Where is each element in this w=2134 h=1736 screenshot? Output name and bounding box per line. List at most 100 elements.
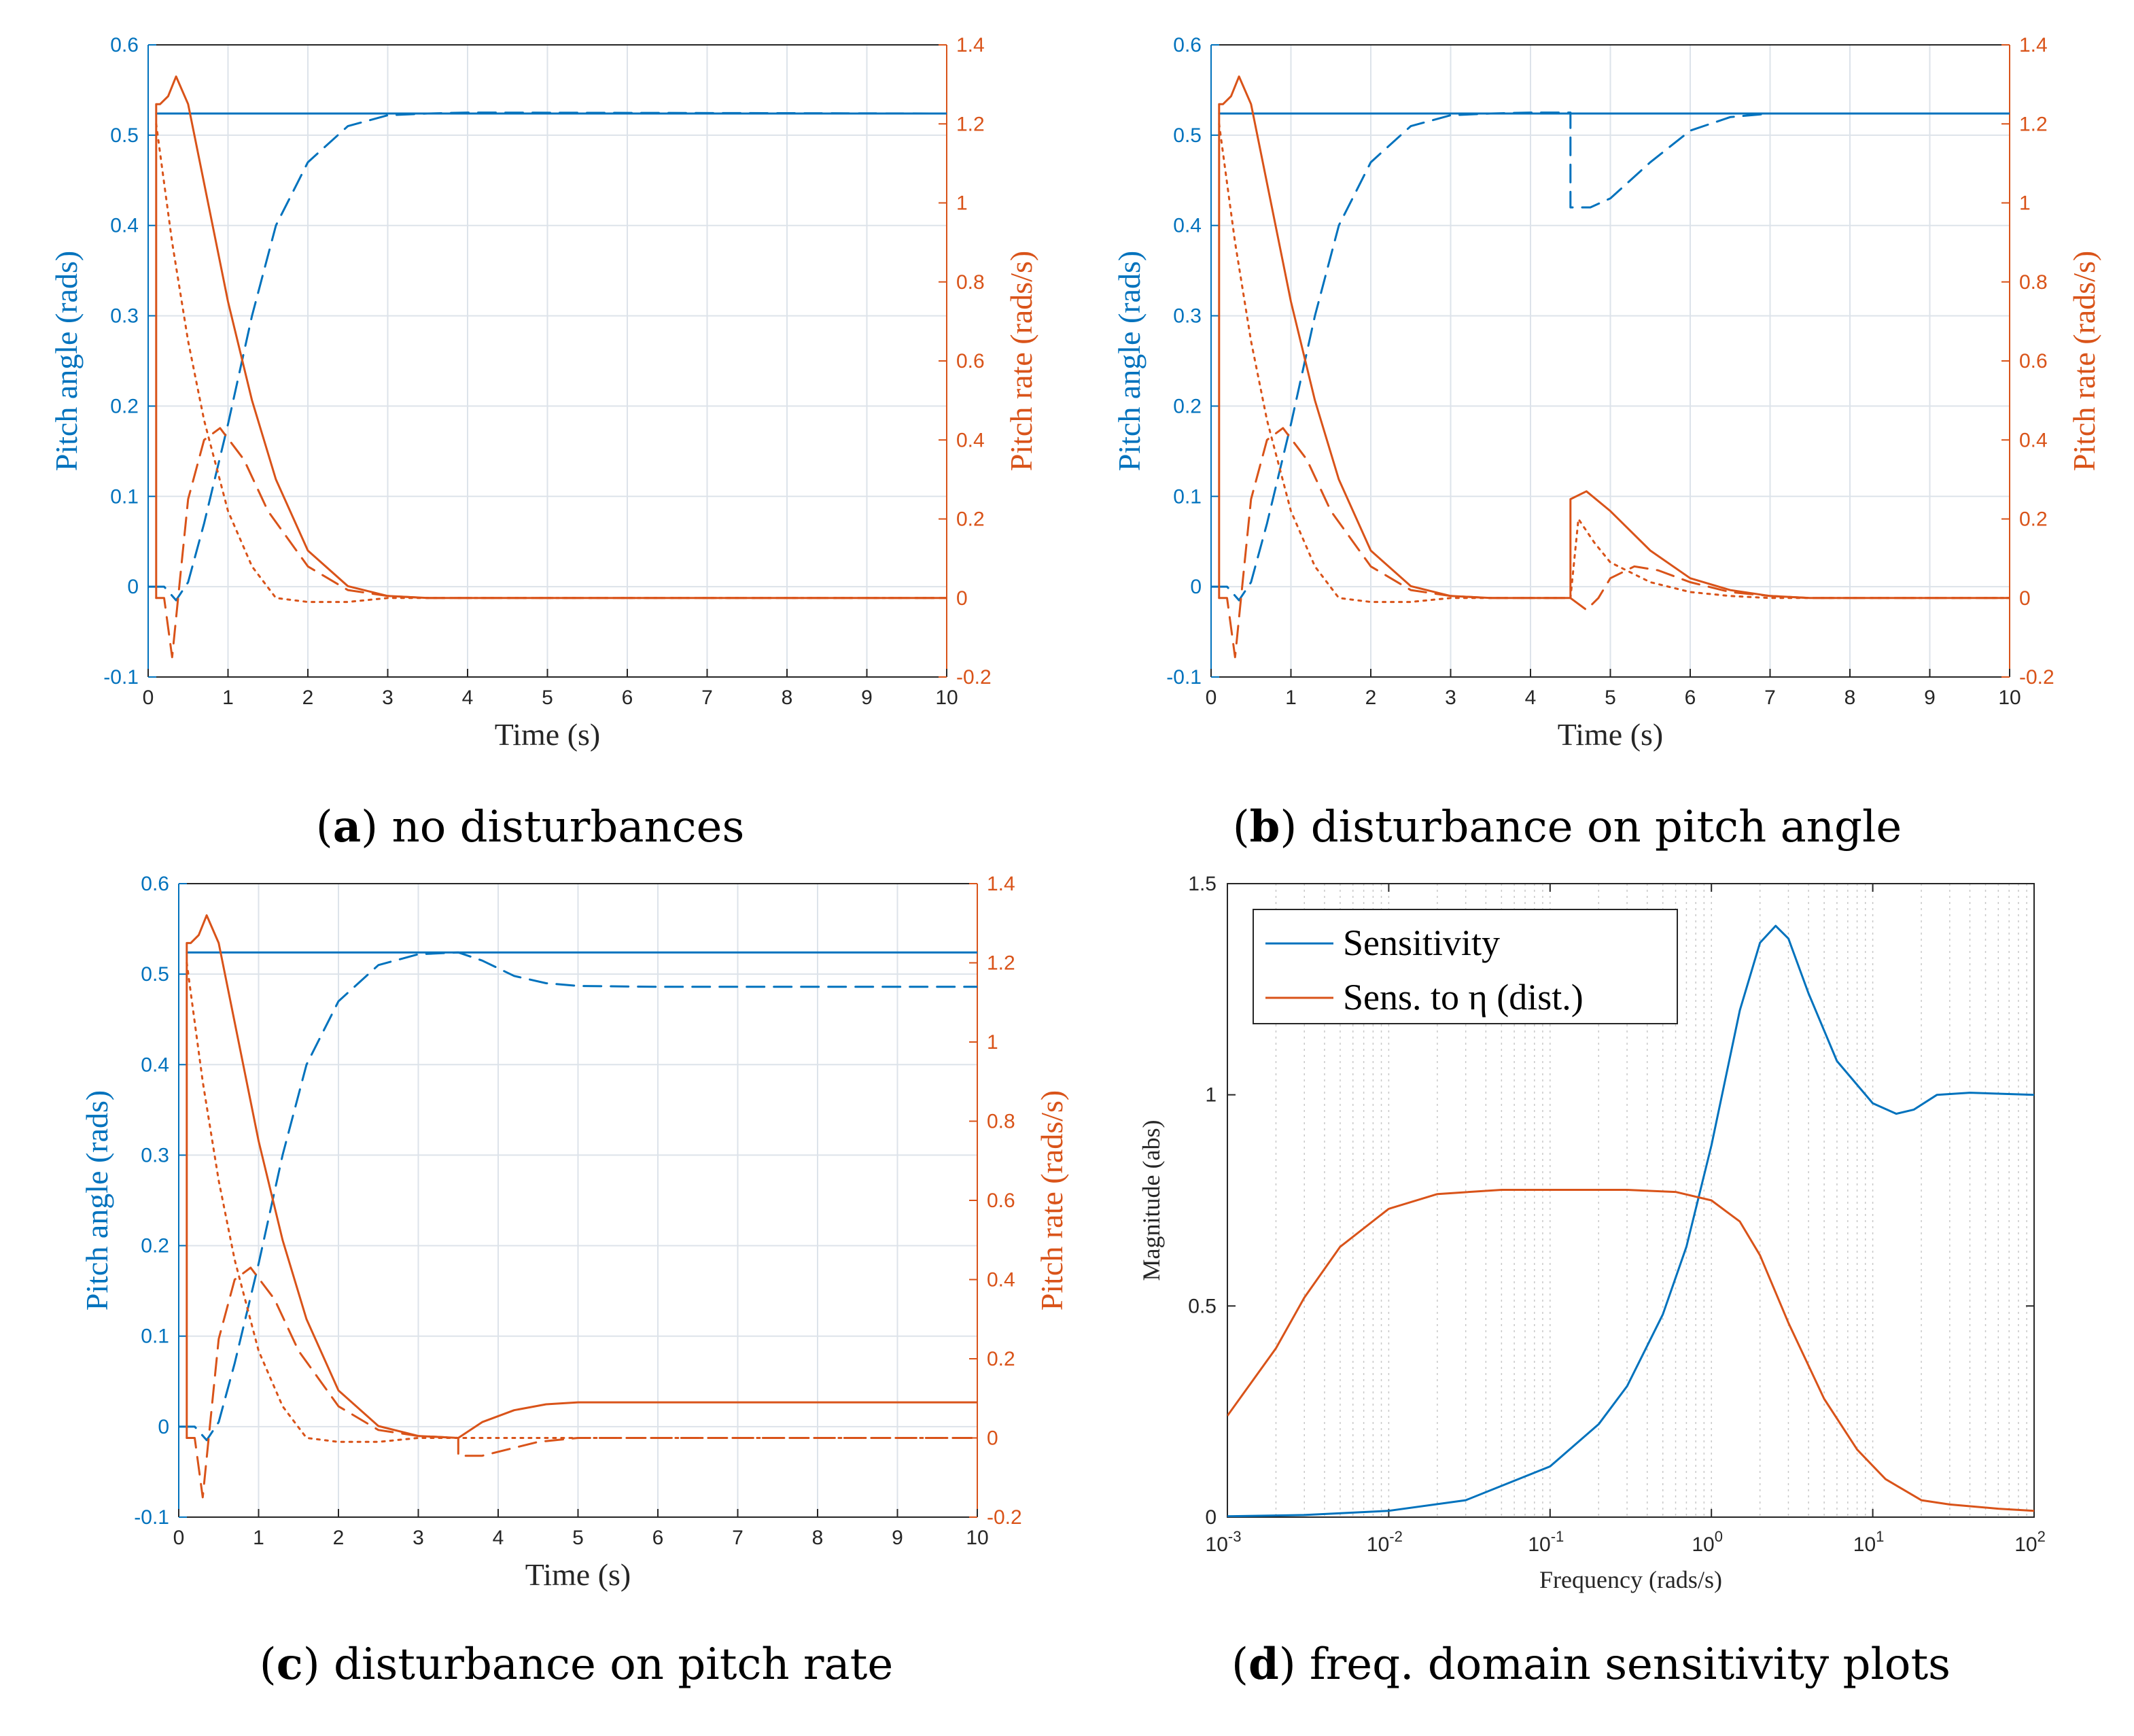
left-y-axis-label: Pitch angle (rads) xyxy=(80,1090,114,1310)
left-y-tick-label: 0.2 xyxy=(1173,395,1202,417)
left-y-tick-label: 0.3 xyxy=(110,305,139,328)
left-y-tick-label: 0.6 xyxy=(110,34,139,56)
right-y-tick-label: 1 xyxy=(987,1031,998,1054)
right-y-tick-label: 1.4 xyxy=(987,873,1015,895)
x-tick-label: 2 xyxy=(302,687,314,709)
x-tick-base: 10 xyxy=(1206,1533,1228,1556)
right-y-tick-label: 1.4 xyxy=(956,34,985,56)
left-y-tick-label: -0.1 xyxy=(1166,666,1202,689)
x-tick-label: 7 xyxy=(701,687,713,709)
x-tick-label: 5 xyxy=(1605,687,1616,709)
left-y-tick-label: 0 xyxy=(1190,576,1202,598)
right-y-tick-label: 1.2 xyxy=(987,952,1015,975)
caption-letter: c xyxy=(277,1639,303,1690)
x-tick-label: 9 xyxy=(861,687,873,709)
x-tick-label: 10-1 xyxy=(1528,1528,1564,1556)
right-y-tick-label: 0.2 xyxy=(2019,508,2048,531)
series-line-pitch-rate-dotted- xyxy=(186,962,977,1443)
left-y-tick-label: 0.5 xyxy=(141,963,169,986)
x-tick-label: 0 xyxy=(173,1527,185,1549)
right-y-tick-label: 0.2 xyxy=(956,508,985,531)
right-y-tick-label: 0.8 xyxy=(987,1111,1015,1133)
x-tick-label: 6 xyxy=(652,1527,664,1549)
caption-text: freq. domain sensitivity plots xyxy=(1296,1639,1951,1690)
x-tick-exponent: -1 xyxy=(1551,1528,1564,1545)
right-y-tick-label: 0.4 xyxy=(2019,429,2048,451)
x-tick-label: 10 xyxy=(1998,687,2021,709)
x-tick-label: 8 xyxy=(782,687,793,709)
x-tick-base: 10 xyxy=(1367,1533,1389,1556)
x-tick-label: 2 xyxy=(333,1527,345,1549)
x-axis-label: Time (s) xyxy=(1558,717,1664,752)
caption-b: (b) disturbance on pitch angle xyxy=(1233,801,1902,852)
panel-b: 0 1 2 3 4 5 6 7 8 9 10-0.100.10.20.30.40.50.6-0.20… xyxy=(1112,34,2101,752)
right-y-tick-label: 0 xyxy=(987,1427,998,1450)
right-y-tick-label: 0.8 xyxy=(956,271,985,294)
caption-letter: a xyxy=(333,801,361,852)
left-y-tick-label: 0.3 xyxy=(1173,305,1202,328)
x-tick-base: 10 xyxy=(1853,1533,1876,1556)
caption-text: disturbance on pitch angle xyxy=(1297,802,1902,852)
left-y-tick-label: 0.4 xyxy=(110,215,139,237)
x-tick-label: 7 xyxy=(1764,687,1776,709)
right-y-tick-label: 0.6 xyxy=(956,350,985,372)
panel-c: 0 1 2 3 4 5 6 7 8 9 10-0.100.10.20.30.40.50.6-0.20… xyxy=(80,873,1069,1592)
series-line-pitch-angle-response xyxy=(1211,111,2010,602)
right-y-tick-label: 0.4 xyxy=(987,1269,1015,1291)
x-axis-label: Time (s) xyxy=(525,1557,631,1592)
x-tick-exponent: 1 xyxy=(1876,1528,1884,1545)
legend-box xyxy=(1253,909,1678,1024)
series-line-pitch-rate-dotted- xyxy=(155,122,947,604)
legend-label: Sensitivity xyxy=(1343,922,1500,963)
caption-d: (d) freq. domain sensitivity plots xyxy=(1231,1639,1951,1690)
x-tick-label: 1 xyxy=(222,687,234,709)
left-y-axis-label: Pitch angle (rads) xyxy=(1112,251,1147,471)
right-y-axis-label: Pitch rate (rads/s) xyxy=(1004,251,1038,471)
x-tick-base: 10 xyxy=(2014,1533,2037,1556)
caption-a: (a) no disturbances xyxy=(316,801,745,852)
x-tick-label: 9 xyxy=(1924,687,1936,709)
right-y-tick-label: 1.2 xyxy=(2019,113,2048,135)
right-y-tick-label: 0.2 xyxy=(987,1348,1015,1370)
left-y-tick-label: 0.6 xyxy=(141,873,169,895)
right-y-tick-label: -0.2 xyxy=(2019,666,2054,689)
x-tick-label: 101 xyxy=(1853,1528,1885,1556)
left-y-tick-label: 0.4 xyxy=(1173,215,1202,237)
right-y-axis-label: Pitch rate (rads/s) xyxy=(2067,251,2101,471)
x-tick-label: 8 xyxy=(812,1527,824,1549)
caption-letter: b xyxy=(1250,801,1280,852)
x-tick-label: 3 xyxy=(1445,687,1456,709)
x-tick-label: 0 xyxy=(1206,687,1217,709)
y-axis-label: Magnitude (abs) xyxy=(1138,1120,1165,1281)
x-tick-label: 102 xyxy=(2014,1528,2046,1556)
x-tick-label: 0 xyxy=(143,687,154,709)
y-tick-label: 0.5 xyxy=(1188,1295,1217,1317)
x-tick-label: 6 xyxy=(622,687,633,709)
series-line-pitch-rate-solid- xyxy=(186,914,977,1439)
x-tick-base: 10 xyxy=(1692,1533,1714,1556)
x-tick-label: 1 xyxy=(253,1527,264,1549)
left-y-tick-label: 0.4 xyxy=(141,1054,169,1076)
x-tick-exponent: 0 xyxy=(1715,1528,1723,1545)
x-tick-label: 4 xyxy=(493,1527,504,1549)
series-line-pitch-rate-dotted- xyxy=(1218,122,2010,604)
series-line-pitch-rate-dashed- xyxy=(1218,427,2010,659)
x-tick-label: 6 xyxy=(1685,687,1696,709)
x-tick-exponent: -2 xyxy=(1389,1528,1403,1545)
x-tick-label: 5 xyxy=(542,687,553,709)
y-tick-label: 1.5 xyxy=(1188,873,1217,895)
right-y-tick-label: 0.4 xyxy=(956,429,985,451)
x-tick-label: 2 xyxy=(1365,687,1377,709)
right-y-tick-label: 0.6 xyxy=(987,1190,1015,1212)
series-group xyxy=(1227,924,2034,1517)
x-tick-label: 3 xyxy=(382,687,393,709)
y-tick-label: 1 xyxy=(1205,1084,1217,1107)
x-tick-label: 100 xyxy=(1692,1528,1723,1556)
x-tick-label: 8 xyxy=(1844,687,1856,709)
x-tick-exponent: 2 xyxy=(2037,1528,2046,1545)
left-y-tick-label: 0.1 xyxy=(141,1325,169,1348)
legend: Sensitivity Sens. to η (dist.) xyxy=(1253,909,1678,1024)
caption-text: no disturbances xyxy=(378,802,744,852)
left-y-tick-label: -0.1 xyxy=(103,666,139,689)
